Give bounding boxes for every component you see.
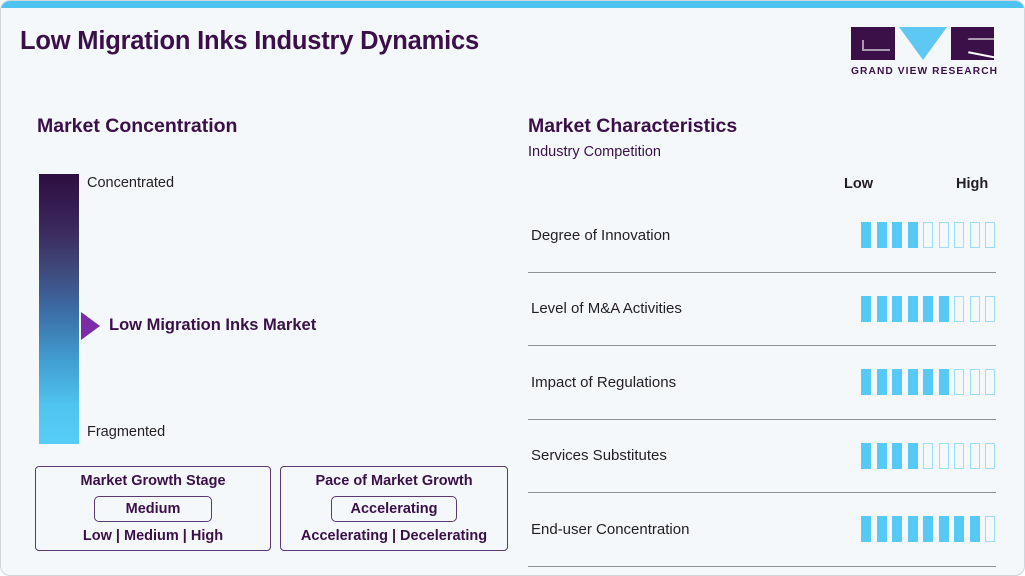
market-characteristics-subtitle: Industry Competition <box>528 144 661 160</box>
rating-tick-filled <box>861 295 871 322</box>
logo-wordmark: GRAND VIEW RESEARCH <box>851 66 999 77</box>
rating-tick-filled <box>892 442 902 469</box>
characteristic-row: Impact of Regulations <box>528 346 996 420</box>
market-growth-stage-heading: Market Growth Stage <box>80 473 226 489</box>
scale-bottom-label: Fragmented <box>87 424 166 440</box>
page-title: Low Migration Inks Industry Dynamics <box>20 27 479 55</box>
characteristic-rating-bars <box>861 295 996 322</box>
rating-tick-filled <box>892 369 902 396</box>
characteristic-rating-bars <box>861 222 996 249</box>
v-triangle-icon <box>898 27 947 60</box>
characteristic-label: Services Substitutes <box>531 447 667 465</box>
rating-tick-filled <box>876 295 887 322</box>
rating-tick-empty <box>969 369 980 396</box>
axis-high-label: High <box>956 176 989 192</box>
rating-tick-empty <box>954 222 964 249</box>
rating-tick-filled <box>954 516 964 543</box>
rating-tick-empty <box>969 295 980 322</box>
pace-of-market-growth-heading: Pace of Market Growth <box>315 473 473 489</box>
rating-tick-filled <box>892 222 902 249</box>
rating-tick-empty <box>938 222 949 249</box>
rating-tick-filled <box>938 516 949 543</box>
pace-of-market-growth-value: Accelerating <box>331 495 457 522</box>
rating-tick-empty <box>938 442 949 469</box>
market-concentration-title: Market Concentration <box>37 115 238 137</box>
rating-tick-filled <box>876 442 887 469</box>
characteristic-row: Services Substitutes <box>528 420 996 493</box>
rating-tick-filled <box>907 442 918 469</box>
top-accent-bar <box>1 1 1024 8</box>
characteristic-row: Level of M&A Activities <box>528 273 996 346</box>
rating-tick-filled <box>923 295 933 322</box>
market-growth-stage-value: Medium <box>94 495 212 522</box>
rating-tick-filled <box>907 516 918 543</box>
concentration-gradient-bar <box>39 174 79 444</box>
pace-of-market-growth-options: Accelerating | Decelerating <box>300 528 488 544</box>
rating-tick-filled <box>861 516 871 543</box>
market-characteristics-title: Market Characteristics <box>528 115 738 137</box>
rating-tick-filled <box>876 516 887 543</box>
rating-tick-filled <box>876 369 887 396</box>
rating-tick-empty <box>954 369 964 396</box>
brand-logo: GRAND VIEW RESEARCH <box>851 27 999 77</box>
rating-tick-filled <box>907 222 918 249</box>
characteristic-rating-bars <box>861 369 996 396</box>
logo-marks <box>851 27 994 60</box>
rating-tick-filled <box>861 369 871 396</box>
rating-tick-empty <box>969 222 980 249</box>
rating-tick-filled <box>938 369 949 396</box>
rating-tick-empty <box>985 442 995 469</box>
rating-tick-filled <box>861 442 871 469</box>
pace-of-market-growth-box: Pace of Market Growth Accelerating Accel… <box>280 466 508 551</box>
rating-tick-filled <box>876 222 887 249</box>
market-position-arrow-icon <box>81 312 100 340</box>
rating-tick-filled <box>938 295 949 322</box>
rating-tick-empty <box>969 442 980 469</box>
rating-tick-empty <box>985 516 995 543</box>
r-mark-icon <box>950 27 994 60</box>
rating-tick-empty <box>985 222 995 249</box>
characteristic-label: Level of M&A Activities <box>531 300 682 318</box>
characteristics-list: Degree of Innovation Level of M&A Activit… <box>528 199 996 567</box>
characteristic-label: Impact of Regulations <box>531 373 677 391</box>
characteristic-label: Degree of Innovation <box>531 226 671 244</box>
axis-low-label: Low <box>844 176 873 192</box>
characteristic-rating-bars <box>861 442 996 469</box>
rating-tick-filled <box>923 369 933 396</box>
rating-tick-filled <box>923 516 933 543</box>
rating-tick-empty <box>923 222 933 249</box>
rating-tick-empty <box>985 369 995 396</box>
market-position-label: Low Migration Inks Market <box>109 316 317 334</box>
g-mark-icon <box>851 27 895 60</box>
rating-tick-filled <box>969 516 980 543</box>
characteristic-row: End-user Concentration <box>528 493 996 567</box>
rating-tick-empty <box>923 442 933 469</box>
rating-tick-filled <box>907 369 918 396</box>
market-growth-stage-options: Low | Medium | High <box>82 528 224 544</box>
rating-tick-filled <box>907 295 918 322</box>
rating-tick-empty <box>954 295 964 322</box>
characteristic-label: End-user Concentration <box>531 520 690 538</box>
characteristic-rating-bars <box>861 516 996 543</box>
rating-tick-filled <box>861 222 871 249</box>
rating-tick-empty <box>954 442 964 469</box>
scale-top-label: Concentrated <box>87 175 175 191</box>
rating-tick-empty <box>985 295 995 322</box>
characteristic-row: Degree of Innovation <box>528 199 996 273</box>
rating-tick-filled <box>892 516 902 543</box>
rating-tick-filled <box>892 295 902 322</box>
market-growth-stage-box: Market Growth Stage Medium Low | Medium … <box>35 466 271 551</box>
